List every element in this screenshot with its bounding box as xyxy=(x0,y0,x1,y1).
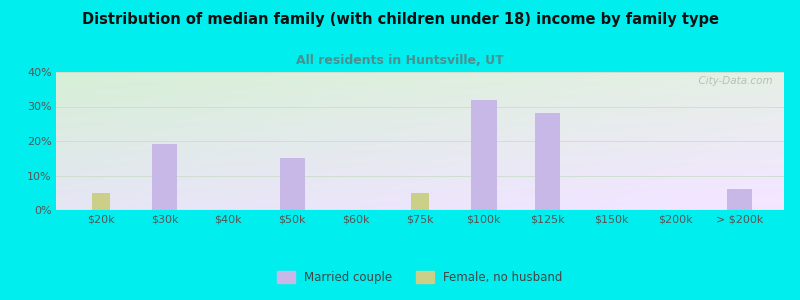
Legend: Married couple, Female, no husband: Married couple, Female, no husband xyxy=(278,271,562,284)
Bar xyxy=(471,100,497,210)
Bar xyxy=(152,144,178,210)
Text: Distribution of median family (with children under 18) income by family type: Distribution of median family (with chil… xyxy=(82,12,718,27)
Bar xyxy=(535,113,561,210)
Bar xyxy=(279,158,305,210)
Bar xyxy=(411,193,429,210)
Text: City-Data.com: City-Data.com xyxy=(693,76,773,86)
Text: All residents in Huntsville, UT: All residents in Huntsville, UT xyxy=(296,54,504,67)
Bar xyxy=(92,193,110,210)
Bar xyxy=(726,189,752,210)
